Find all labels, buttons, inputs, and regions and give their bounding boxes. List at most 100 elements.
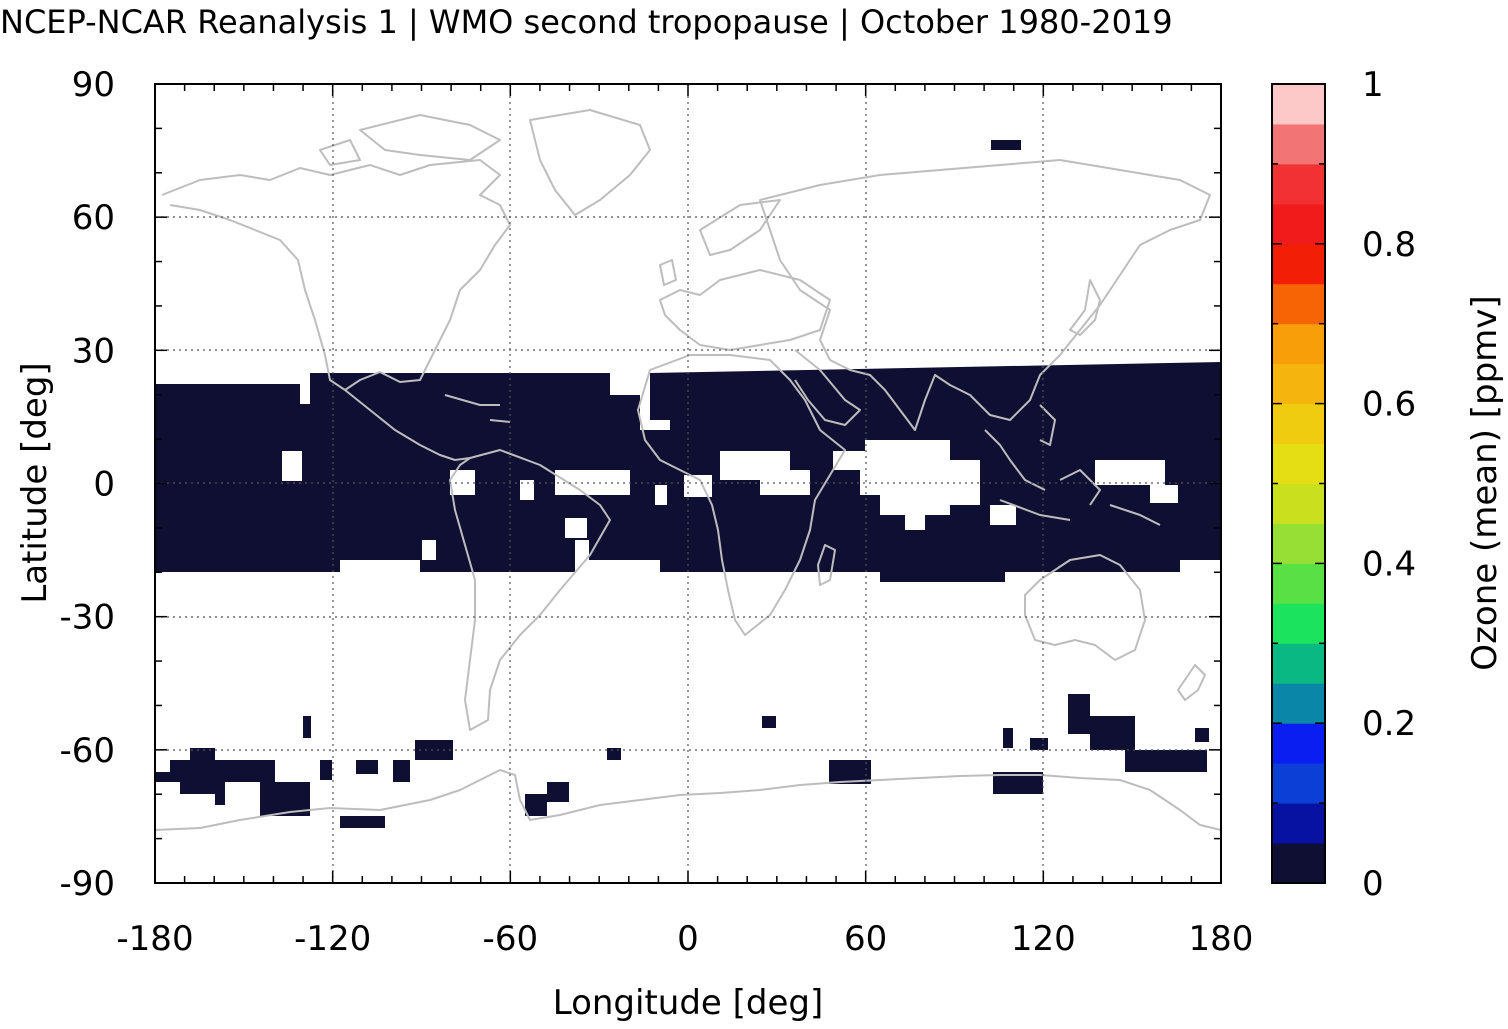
colorbar — [1272, 84, 1325, 884]
hole-pacific — [520, 480, 534, 500]
hole-atlantic-eq — [555, 470, 630, 495]
southern-patch — [1090, 716, 1135, 750]
y-tick-label: -30 — [59, 598, 115, 638]
colorbar-swatch — [1272, 763, 1325, 804]
southern-patch — [1125, 750, 1207, 772]
x-tick-label: -60 — [483, 919, 539, 959]
x-tick-label: 180 — [1189, 919, 1254, 959]
hole-pacific — [282, 451, 302, 481]
coastline-arctic-islands — [319, 114, 501, 166]
colorbar-swatch — [1272, 283, 1325, 325]
coastline-caribbean — [444, 394, 511, 423]
coastline-antarctica — [155, 769, 1221, 831]
y-tick-label: 60 — [72, 198, 115, 238]
colorbar-swatch — [1272, 243, 1325, 285]
colorbar-swatch — [1272, 203, 1325, 245]
hole-pacific-east — [300, 384, 310, 404]
y-tick-labels: -90 -60 -30 0 30 60 90 — [59, 65, 115, 904]
hole-pacific — [422, 540, 436, 560]
arctic-patch — [991, 140, 1021, 150]
colorbar-tick-label: 1 — [1362, 65, 1384, 105]
colorbar-swatch — [1272, 843, 1325, 884]
southern-patch — [415, 740, 453, 760]
southern-patch — [993, 772, 1043, 794]
heatmap-cells — [155, 140, 1221, 828]
colorbar-swatch — [1272, 483, 1325, 524]
y-tick-label: -90 — [59, 864, 115, 904]
colorbar-swatch — [1272, 363, 1325, 405]
coastline-asia — [759, 159, 1211, 431]
colorbar-tick-label: 0.6 — [1362, 385, 1416, 425]
colorbar-tick-label: 0.4 — [1362, 544, 1416, 584]
x-axis-label: Longitude [deg] — [553, 983, 824, 1023]
colorbar-swatch — [1272, 683, 1325, 724]
hole-pacific — [575, 540, 589, 560]
coastline-europe — [659, 199, 831, 351]
coastline-madagascar — [817, 544, 836, 586]
southern-patch — [320, 760, 332, 780]
southern-patch — [1030, 738, 1048, 750]
coastline-japan — [1069, 279, 1101, 336]
coastline-central-america — [344, 389, 471, 461]
colorbar-swatch — [1272, 523, 1325, 564]
tropical-band — [155, 362, 1221, 582]
colorbar-swatch — [1272, 563, 1325, 604]
southern-patch — [155, 748, 275, 805]
hole-north-atlantic — [640, 395, 670, 430]
y-tick-label: 90 — [72, 65, 115, 105]
hole-indian-ocean — [833, 440, 980, 530]
coastline-south-america — [449, 449, 611, 731]
x-tick-label: 60 — [844, 919, 887, 959]
chart-title: NCEP-NCAR Reanalysis 1 | WMO second trop… — [0, 3, 1173, 41]
coastlines — [155, 109, 1221, 831]
southern-patch — [1068, 694, 1090, 734]
y-tick-label: 30 — [72, 331, 115, 371]
colorbar-tick-label: 0 — [1362, 864, 1384, 904]
coastline-australia — [1024, 554, 1146, 661]
y-axis-label: Latitude [deg] — [15, 362, 55, 603]
colorbar-tick-label: 0.2 — [1362, 704, 1416, 744]
y-tick-label: 0 — [93, 465, 115, 505]
southern-patch — [340, 816, 385, 828]
colorbar-swatch — [1272, 163, 1325, 205]
southern-patch — [1003, 728, 1013, 748]
x-tick-label: -120 — [294, 919, 371, 959]
southern-patch — [1195, 728, 1209, 742]
hole-africa-central — [720, 451, 810, 495]
colorbar-swatch — [1272, 403, 1325, 445]
southern-patch — [607, 748, 621, 760]
hole-pacific — [565, 518, 587, 538]
southern-patch — [547, 782, 569, 802]
coastline-north-america — [161, 159, 511, 391]
colorbar-swatch — [1272, 84, 1325, 125]
southern-patch — [356, 760, 378, 774]
x-tick-label: -180 — [116, 919, 193, 959]
colorbar-swatch — [1272, 643, 1325, 684]
colorbar-label: Ozone (mean) [ppmv] — [1465, 295, 1505, 670]
colorbar-tick-labels: 0 0.2 0.4 0.6 0.8 1 — [1362, 65, 1416, 904]
coastline-new-zealand — [1177, 664, 1206, 701]
hole-pacific-west — [1150, 485, 1178, 503]
colorbar-tick-label: 0.8 — [1362, 225, 1416, 265]
x-tick-label: 120 — [1011, 919, 1076, 959]
tick-marks — [154, 83, 1222, 884]
southern-patch — [525, 794, 547, 816]
colorbar-swatch — [1272, 123, 1325, 165]
southern-patch — [393, 760, 410, 782]
hole-pacific — [655, 485, 667, 505]
coastline-greenland — [529, 109, 651, 216]
hole-pacific-west — [1095, 460, 1165, 485]
southern-patch — [762, 716, 776, 728]
hole-indonesia — [990, 505, 1016, 525]
colorbar-swatch — [1272, 603, 1325, 644]
y-tick-label: -60 — [59, 731, 115, 771]
coastline-africa — [637, 354, 846, 636]
x-tick-label: 0 — [677, 919, 699, 959]
gridlines — [155, 84, 1221, 883]
x-tick-labels: -180 -120 -60 0 60 120 180 — [116, 919, 1253, 959]
southern-patch — [303, 716, 311, 738]
coastline-arabia — [794, 349, 861, 426]
colorbar-ticks — [1272, 83, 1325, 884]
coastline-indonesia — [984, 404, 1161, 526]
